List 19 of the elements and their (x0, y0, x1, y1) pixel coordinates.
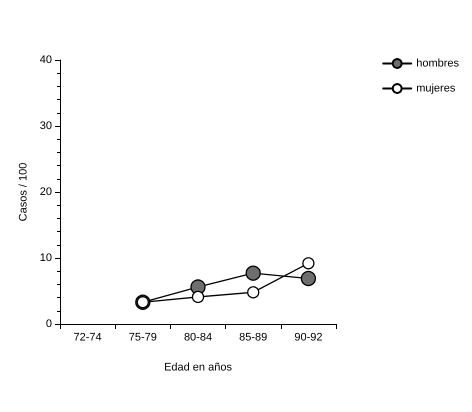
y-tick-label: 40 (40, 54, 52, 66)
y-tick-label: 0 (46, 318, 52, 330)
x-tick-label: 80-84 (184, 332, 212, 344)
y-tick-label: 20 (40, 186, 52, 198)
x-tick-label: 72-74 (74, 332, 102, 344)
x-tick-label: 90-92 (294, 332, 322, 344)
y-tick-label: 10 (40, 252, 52, 264)
legend-label: mujeres (416, 82, 456, 94)
x-tick-label: 85-89 (239, 332, 268, 344)
point (246, 266, 261, 281)
y-axis-title: Casos / 100 (17, 162, 30, 222)
y-tick-label: 30 (40, 120, 52, 132)
point (192, 290, 204, 304)
point (300, 270, 316, 286)
point (247, 286, 260, 298)
x-axis-title: Edad en años (164, 362, 232, 374)
legend-label: hombres (416, 58, 460, 70)
point (302, 257, 315, 270)
x-tick-label: 75-79 (128, 332, 157, 344)
